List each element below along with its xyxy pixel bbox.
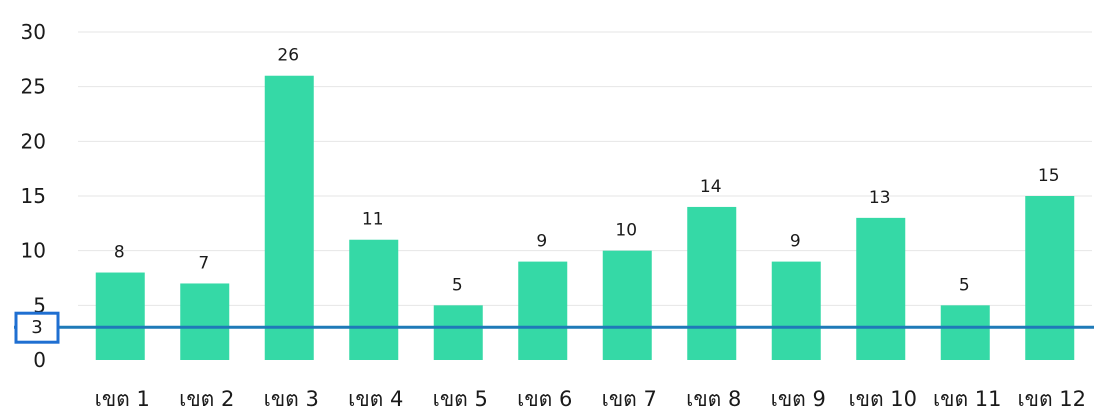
data-label: 10 [615,221,637,241]
bar [771,261,821,360]
bar [349,239,399,360]
bar [95,272,145,360]
reference-label: 3 [31,317,42,338]
gridlines [78,31,1092,306]
reference-label-box [14,311,60,344]
bar [940,305,990,360]
data-label: 9 [536,232,547,252]
bar [1025,196,1075,360]
bar [180,283,230,360]
x-tick-label: เขต 6 [517,387,572,411]
bars [95,75,1075,360]
y-axis: 0 5 10 15 20 25 30 [21,20,46,372]
data-label: 5 [959,275,970,295]
bar [264,75,314,360]
x-tick-label: เขต 9 [771,387,826,411]
y-tick-label: 25 [21,75,46,99]
data-label: 26 [277,46,299,66]
bar [433,305,483,360]
y-tick-label: 0 [33,348,46,372]
reference-line-group: 3 [14,311,1094,344]
y-tick-label: 20 [21,129,46,153]
bar [602,250,652,360]
data-label: 5 [452,275,463,295]
x-tick-label: เขต 2 [179,387,234,411]
y-tick-label: 15 [21,184,46,208]
data-labels: 8 7 26 11 5 9 10 14 9 13 5 15 [114,46,1060,296]
data-label: 7 [198,253,209,273]
x-tick-label: เขต 12 [1017,387,1086,411]
data-label: 9 [790,232,801,252]
data-label: 14 [700,177,722,197]
bar [856,217,906,360]
x-tick-label: เขต 8 [686,387,741,411]
data-label: 15 [1038,166,1060,186]
bar [687,206,737,360]
data-label: 11 [362,210,384,230]
x-axis: เขต 1 เขต 2 เขต 3 เขต 4 เขต 5 เขต 6 เขต 7 เขต 8… [95,387,1086,411]
x-tick-label: เขต 10 [848,387,917,411]
x-tick-label: เขต 3 [264,387,319,411]
x-tick-label: เขต 11 [933,387,1002,411]
x-tick-label: เขต 5 [433,387,488,411]
data-label: 8 [114,243,125,263]
x-tick-label: เขต 7 [602,387,657,411]
bar [518,261,568,360]
data-label: 13 [869,188,891,208]
x-tick-label: เขต 1 [95,387,150,411]
y-tick-label: 5 [33,293,46,317]
y-tick-label: 30 [21,20,46,44]
y-tick-label: 10 [21,239,46,263]
x-tick-label: เขต 4 [348,387,403,411]
